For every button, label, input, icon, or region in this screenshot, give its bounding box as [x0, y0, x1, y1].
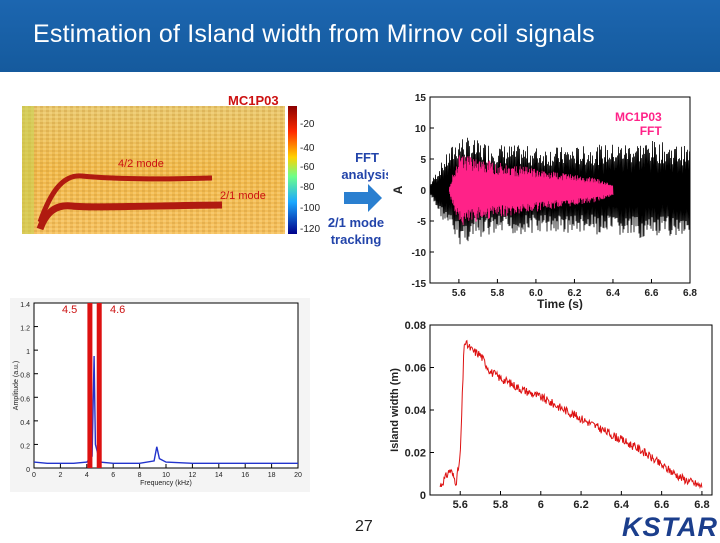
x-tick-label: 6.6 — [645, 288, 659, 299]
spec-mode42-label: 4/2 mode — [118, 158, 164, 170]
marker-left-label: 4.5 — [62, 304, 78, 316]
mode-tracking-line2: tracking — [330, 232, 382, 247]
island-width-series — [439, 339, 703, 489]
slide-title: Estimation of Island width from Mirnov c… — [33, 20, 595, 48]
colorbar-tick: -40 — [300, 143, 315, 154]
x-tick-label: 6.4 — [614, 499, 630, 511]
x-tick-label: 6.0 — [529, 288, 543, 299]
colorbar-tick: -80 — [300, 182, 315, 193]
fft-analysis-line1: FFT — [355, 150, 379, 165]
y-tick-label: -10 — [412, 248, 427, 259]
x-tick-label: 2 — [58, 472, 62, 479]
x-tick-label: 6.2 — [567, 288, 581, 299]
x-tick-label: 20 — [294, 472, 302, 479]
x-tick-label: 5.8 — [493, 499, 508, 511]
fft-analysis-line2: analysis — [341, 167, 393, 182]
y-tick-label: 1.2 — [20, 326, 30, 333]
signal-legend: MC1P03 FFT — [615, 110, 662, 138]
y-tick-label: 0.04 — [405, 405, 427, 417]
y-tick-label: 0.08 — [405, 320, 426, 332]
y-tick-label: 15 — [415, 93, 427, 104]
mode-tracking-line1: 2/1 mode — [327, 215, 385, 230]
x-tick-label: 5.6 — [453, 499, 468, 511]
amplitude-series — [33, 355, 298, 464]
x-tick-label: 8 — [138, 472, 142, 479]
x-tick-label: 16 — [241, 472, 249, 479]
plot-frame — [33, 302, 299, 469]
marker-right-label: 4.6 — [110, 304, 126, 316]
marker-line-4-5 — [87, 303, 93, 468]
x-tick-label: 14 — [215, 472, 223, 479]
colorbar-tick: -120 — [300, 224, 320, 235]
x-tick-label: 6.8 — [683, 288, 697, 299]
title-bar — [0, 0, 720, 72]
marker-line-4-6 — [96, 303, 102, 468]
y-tick-label: 10 — [415, 124, 427, 135]
colorbar-tick: -60 — [300, 162, 315, 173]
mode-tracking-label: 2/1 mode tracking — [318, 214, 394, 248]
x-tick-label: 10 — [162, 472, 170, 479]
colorbar-ticks: -20 -40 -60 -80 -100 -120 — [300, 119, 320, 235]
y-tick-label: 1 — [26, 349, 30, 356]
y-tick-label: 1.4 — [20, 302, 30, 309]
colorbar-tick: -100 — [300, 203, 320, 214]
y-tick-label: 0.8 — [20, 373, 30, 380]
mode21-trace — [36, 201, 223, 231]
y-axis-title: Island width (m) — [389, 368, 401, 452]
y-tick-label: 0.4 — [20, 420, 30, 427]
signal-series-1 — [448, 155, 614, 226]
colorbar-tick: -20 — [300, 119, 315, 130]
y-tick-label: 0 — [26, 467, 30, 474]
x-tick-label: 12 — [189, 472, 197, 479]
x-tick-label: 4 — [85, 472, 89, 479]
x-tick-label: 6 — [538, 499, 544, 511]
y-tick-label: 0.2 — [20, 443, 30, 450]
y-tick-label: 5 — [420, 155, 426, 166]
kstar-logo: KSTAR — [622, 512, 718, 542]
signal-chart: 5.6 5.8 6.0 6.2 6.4 6.6 6.8 15 10 5 0 -5 -10 -15 Time … — [388, 86, 698, 314]
x-tick-label: 0 — [32, 472, 36, 479]
y-tick-label: -15 — [412, 279, 427, 290]
y-axis-title: A — [391, 185, 405, 194]
signal-legend-line2: FFT — [639, 124, 662, 138]
y-tick-label: 0.6 — [20, 396, 30, 403]
island-width-chart: 5.6 5.8 6 6.2 6.4 6.6 6.8 0 0.02 0.04 0.06 0.08 Isla… — [386, 310, 720, 518]
fft-arrow — [344, 184, 382, 212]
mode42-trace — [37, 173, 213, 223]
x-tick-label: 6.4 — [606, 288, 620, 299]
x-axis-title: Time (s) — [537, 297, 583, 311]
y-tick-label: 0 — [420, 186, 426, 197]
signal-legend-line1: MC1P03 — [615, 110, 662, 124]
y-tick-label: 0.02 — [405, 448, 426, 460]
x-tick-label: 5.6 — [452, 288, 466, 299]
x-tick-label: 5.8 — [490, 288, 504, 299]
x-axis-title: Frequency (kHz) — [140, 480, 192, 487]
x-tick-label: 18 — [268, 472, 276, 479]
y-tick-label: 0.06 — [405, 363, 426, 375]
x-tick-label: 6.6 — [654, 499, 669, 511]
spec-mode21-label: 2/1 mode — [220, 190, 266, 202]
fft-analysis-label: FFT analysis — [337, 149, 397, 183]
spectrogram: -20 -40 -60 -80 -100 -120 — [22, 94, 326, 262]
x-tick-label: 6.2 — [573, 499, 588, 511]
page-number: 27 — [355, 518, 373, 535]
spectrogram-title: MC1P03 — [228, 93, 279, 108]
amplitude-chart: 0 2 4 6 8 10 12 14 16 18 20 0 0.2 0.4 0.6 0.8 1 1.2 1.4 Fre… — [10, 298, 310, 492]
x-tick-label: 6 — [111, 472, 115, 479]
colorbar — [288, 106, 297, 234]
y-tick-label: 0 — [420, 490, 426, 502]
y-axis-title: Amplitude (a.u.) — [13, 361, 20, 410]
y-tick-label: -5 — [417, 217, 426, 228]
x-tick-label: 6.8 — [694, 499, 709, 511]
